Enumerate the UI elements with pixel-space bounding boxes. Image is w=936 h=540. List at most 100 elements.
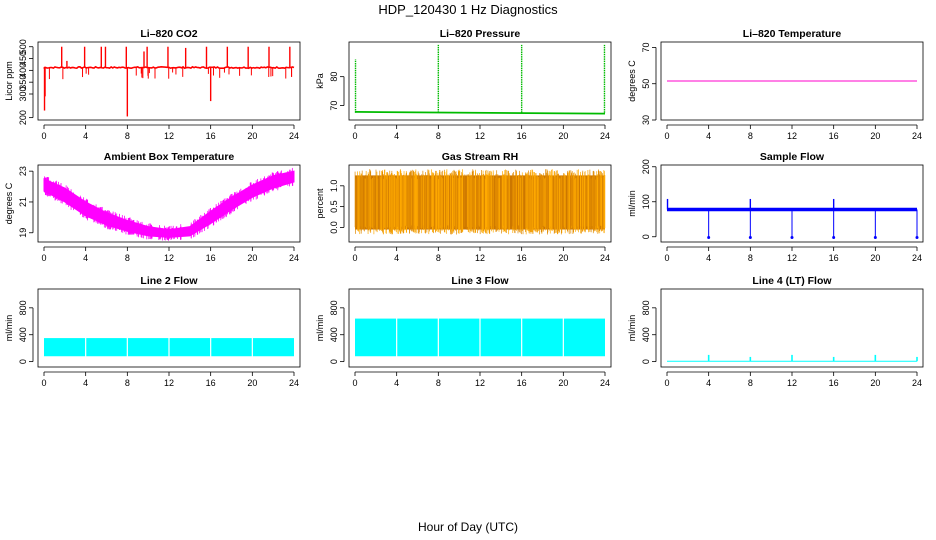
x-tick-label: 16: [829, 253, 839, 263]
x-tick-label: 8: [748, 253, 753, 263]
x-tick-label: 12: [475, 253, 485, 263]
y-tick-label: 0: [18, 359, 28, 364]
y-tick-label: 0.0: [329, 221, 339, 234]
y-tick-label: 19: [18, 228, 28, 238]
panel-title: Sample Flow: [760, 151, 825, 163]
plot-frame: [37, 41, 301, 121]
y-tick-label: 400: [641, 327, 651, 342]
figure-x-axis-label: Hour of Day (UTC): [418, 520, 518, 534]
x-tick-label: 24: [912, 253, 922, 263]
y-axis-label: kPa: [315, 73, 325, 89]
data-layer: [43, 167, 295, 241]
panel-title: Line 4 (LT) Flow: [752, 275, 832, 287]
y-tick-label: 0: [641, 359, 651, 364]
panel-6: Line 2 Flow ml/min 0 4 8 12 16 20 24 0 400 800: [4, 275, 301, 388]
x-tick-label: 20: [247, 253, 257, 263]
x-tick-label: 20: [558, 131, 568, 141]
x-tick-label: 16: [517, 253, 527, 263]
y-axis-label: ml/min: [4, 315, 14, 342]
panel-title: Line 2 Flow: [140, 275, 198, 287]
series-point: [790, 235, 794, 239]
panel-title: Li–820 Pressure: [440, 28, 521, 40]
y-tick-label: 200: [641, 159, 651, 174]
x-tick-label: 24: [289, 131, 299, 141]
x-tick-label: 20: [870, 253, 880, 263]
x-tick-label: 12: [787, 253, 797, 263]
x-tick-label: 16: [206, 131, 216, 141]
panel-7: Line 3 Flow ml/min 0 4 8 12 16 20 24 0 400 800: [315, 275, 612, 388]
x-tick-label: 16: [206, 253, 216, 263]
y-tick-label: 400: [18, 327, 28, 342]
x-tick-label: 4: [706, 131, 711, 141]
x-tick-label: 16: [206, 378, 216, 388]
y-tick-label: 0: [329, 359, 339, 364]
y-tick-label: 350: [18, 75, 28, 90]
x-tick-label: 8: [125, 378, 130, 388]
y-axis-label: Licor ppm: [4, 61, 14, 101]
x-tick-label: 8: [436, 378, 441, 388]
x-tick-label: 0: [352, 253, 357, 263]
x-tick-label: 0: [41, 378, 46, 388]
x-tick-label: 24: [289, 253, 299, 263]
plot-frame: [37, 288, 301, 368]
y-tick-label: 0.5: [329, 200, 339, 213]
x-tick-label: 4: [83, 378, 88, 388]
figure-title: HDP_120430 1 Hz Diagnostics: [378, 2, 558, 17]
x-tick-label: 20: [870, 131, 880, 141]
x-tick-label: 20: [247, 131, 257, 141]
series-point: [873, 235, 877, 239]
y-tick-label: 800: [641, 300, 651, 315]
x-tick-label: 8: [748, 131, 753, 141]
x-tick-label: 12: [787, 131, 797, 141]
series-line: [354, 111, 606, 115]
y-axis-label: ml/min: [315, 315, 325, 342]
x-tick-label: 0: [352, 131, 357, 141]
data-layer: [43, 46, 295, 117]
panel-title: Li–820 Temperature: [743, 28, 842, 40]
data-layer: [354, 44, 606, 115]
x-tick-label: 24: [912, 131, 922, 141]
x-tick-label: 4: [394, 253, 399, 263]
panel-4: Gas Stream RH percent 0 4 8 12 16 20 24 0.0 0.5 1.0: [315, 151, 612, 263]
x-tick-label: 0: [41, 131, 46, 141]
y-axis-label: percent: [315, 188, 325, 219]
y-tick-label: 21: [18, 197, 28, 207]
x-tick-label: 16: [829, 131, 839, 141]
panel-3: Ambient Box Temperature degrees C 0 4 8 12 16 2…: [4, 151, 301, 263]
data-layer: [354, 169, 606, 235]
x-tick-label: 12: [475, 131, 485, 141]
x-tick-label: 8: [436, 131, 441, 141]
x-tick-label: 24: [600, 131, 610, 141]
y-tick-label: 0: [641, 234, 651, 239]
y-tick-label: 1.0: [329, 180, 339, 193]
x-tick-label: 4: [706, 253, 711, 263]
x-tick-label: 12: [164, 131, 174, 141]
x-tick-label: 12: [164, 253, 174, 263]
y-axis-label: ml/min: [627, 190, 637, 217]
y-tick-label: 50: [641, 79, 651, 89]
y-tick-label: 70: [329, 101, 339, 111]
series-point: [748, 235, 752, 239]
x-tick-label: 24: [289, 378, 299, 388]
plot-frame: [348, 164, 612, 243]
x-tick-label: 20: [558, 378, 568, 388]
panel-title: Gas Stream RH: [442, 151, 518, 163]
plot-frame: [660, 41, 924, 121]
y-tick-label: 500: [18, 39, 28, 54]
series-point: [915, 235, 919, 239]
x-tick-label: 16: [517, 131, 527, 141]
plot-frame: [348, 288, 612, 368]
y-tick-label: 80: [329, 72, 339, 82]
y-tick-label: 23: [18, 166, 28, 176]
y-tick-label: 30: [641, 115, 651, 125]
y-tick-label: 100: [641, 194, 651, 209]
plot-frame: [660, 164, 924, 243]
x-tick-label: 8: [748, 378, 753, 388]
panel-2: Li–820 Temperature degrees C 0 4 8 12 16 20 24 30…: [627, 28, 924, 141]
x-tick-label: 4: [394, 131, 399, 141]
data-layer: [667, 354, 918, 362]
y-tick-label: 300: [18, 86, 28, 101]
